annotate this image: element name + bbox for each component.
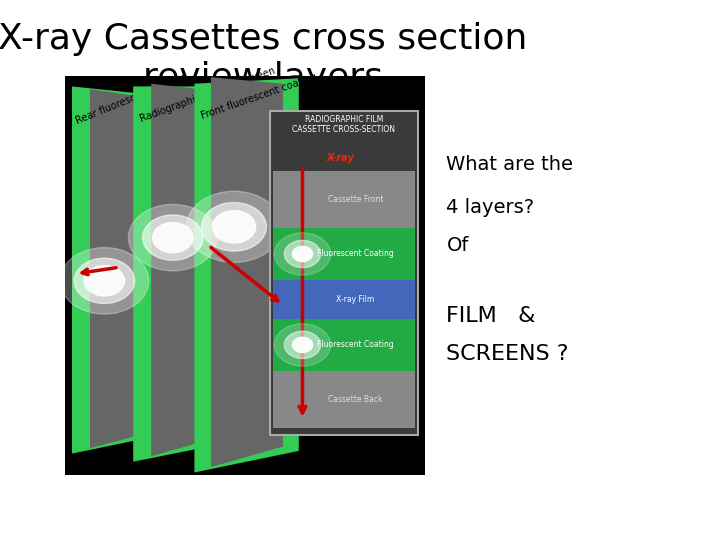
Text: X-ray: X-ray [326,153,354,163]
Text: 4 layers?: 4 layers? [446,198,534,218]
Polygon shape [133,86,241,462]
Polygon shape [194,78,299,472]
Text: X-ray Cassettes cross section
review layers: X-ray Cassettes cross section review lay… [0,22,528,95]
Circle shape [274,323,330,366]
Text: FILM   &: FILM & [446,306,536,326]
Text: Of: Of [446,236,469,255]
Bar [273,228,415,280]
Text: Rear fluorescent coating: Rear fluorescent coating [74,72,189,126]
Polygon shape [151,84,223,456]
Text: Fluorescent Coating: Fluorescent Coating [318,249,394,259]
Polygon shape [211,77,283,467]
Circle shape [292,246,312,261]
Circle shape [84,266,125,296]
Circle shape [284,331,320,359]
Polygon shape [90,89,162,448]
Text: X-ray Film: X-ray Film [336,295,374,304]
Circle shape [274,233,330,275]
Circle shape [292,338,312,353]
Text: Cassette Back: Cassette Back [328,395,383,404]
Bar [270,111,418,435]
Text: Fluorescent Coating: Fluorescent Coating [318,340,394,349]
Bar [65,76,425,475]
Circle shape [186,191,282,262]
Bar [273,171,415,228]
Circle shape [60,247,149,314]
Bar [273,371,415,428]
Text: RADIOGRAPHIC FILM
CASSETTE CROSS-SECTION: RADIOGRAPHIC FILM CASSETTE CROSS-SECTION [292,115,395,134]
Circle shape [202,202,266,251]
Circle shape [128,204,217,271]
Circle shape [284,240,320,268]
Text: Radiographic film in between: Radiographic film in between [138,65,276,124]
Circle shape [153,222,193,253]
Bar [273,319,415,371]
Circle shape [143,215,203,260]
Text: Front fluorescent coating: Front fluorescent coating [199,72,318,121]
Text: SCREENS ?: SCREENS ? [446,343,569,364]
Text: Cassette Front: Cassette Front [328,195,383,204]
Circle shape [212,211,256,243]
Bar [273,280,415,319]
Polygon shape [72,86,176,454]
Circle shape [74,258,135,303]
Text: What are the: What are the [446,155,573,174]
